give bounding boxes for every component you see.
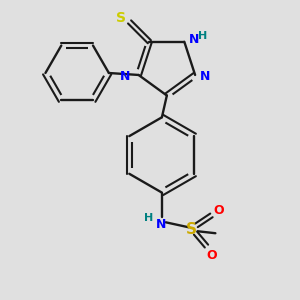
Text: N: N: [156, 218, 166, 231]
Text: O: O: [206, 248, 217, 262]
Text: N: N: [200, 70, 210, 83]
Text: H: H: [144, 213, 153, 224]
Text: N: N: [119, 70, 130, 83]
Text: H: H: [198, 31, 207, 41]
Text: S: S: [186, 222, 197, 237]
Text: O: O: [213, 204, 224, 217]
Text: N: N: [189, 33, 200, 46]
Text: S: S: [116, 11, 126, 25]
